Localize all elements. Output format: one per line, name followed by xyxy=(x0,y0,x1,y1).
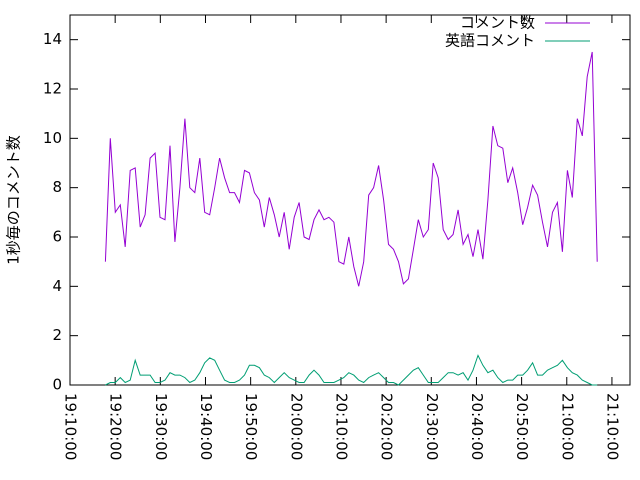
y-axis-label: 1秒毎のコメント数 xyxy=(5,135,23,265)
x-tick-label: 20:20:00 xyxy=(378,393,396,460)
y-tick-label: 6 xyxy=(52,228,62,246)
x-tick-label: 19:30:00 xyxy=(152,393,170,460)
x-tick-label: 20:00:00 xyxy=(287,393,305,460)
x-tick-label: 19:50:00 xyxy=(242,393,260,460)
x-tick-label: 19:10:00 xyxy=(62,393,80,460)
y-tick-label: 2 xyxy=(52,326,62,344)
legend-label: 英語コメント xyxy=(445,32,535,50)
plot-frame xyxy=(69,14,631,386)
x-tick-label: 20:40:00 xyxy=(468,393,486,460)
x-tick-label: 20:30:00 xyxy=(423,393,441,460)
y-tick-label: 8 xyxy=(52,178,62,196)
legend-label: コメント数 xyxy=(460,14,535,32)
x-tick-label: 20:10:00 xyxy=(332,393,350,460)
x-tick-label: 19:40:00 xyxy=(197,393,215,460)
y-tick-label: 4 xyxy=(52,277,62,295)
y-tick-label: 10 xyxy=(43,129,62,147)
series-line xyxy=(105,354,598,386)
x-tick-label: 21:00:00 xyxy=(558,393,576,460)
series-line xyxy=(104,51,598,287)
x-tick-label: 19:20:00 xyxy=(107,393,125,460)
y-tick-label: 12 xyxy=(43,80,62,98)
y-tick-label: 0 xyxy=(52,376,62,394)
x-tick-label: 20:50:00 xyxy=(513,393,531,460)
y-tick-label: 14 xyxy=(43,30,62,48)
x-tick-label: 21:10:00 xyxy=(603,393,621,460)
